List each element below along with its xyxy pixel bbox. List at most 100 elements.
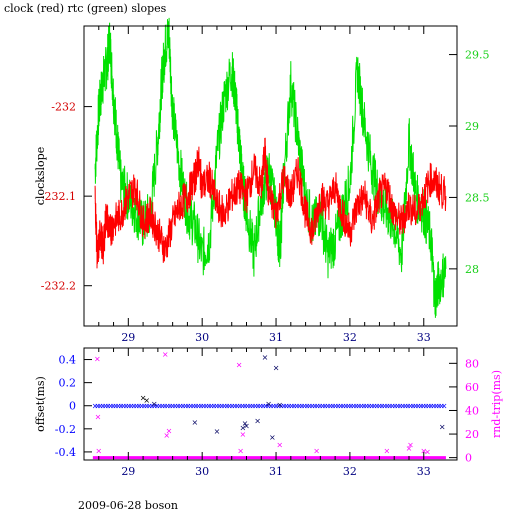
offset-dense-mark: × <box>433 402 440 411</box>
offset-dense-mark: × <box>159 402 166 411</box>
offset-dense-mark: × <box>268 402 275 411</box>
offset-dense-mark: × <box>205 402 212 411</box>
offset-dense-mark: × <box>94 402 101 411</box>
offset-dense-mark: × <box>340 402 347 411</box>
rndtrip-tick-label: 60 <box>465 381 479 394</box>
rndtrip-point: × <box>406 444 413 453</box>
offset-dense-mark: × <box>296 402 303 411</box>
offset-dense-mark: × <box>332 402 339 411</box>
x-tick-label: 31 <box>269 331 283 344</box>
offset-dense-mark: × <box>208 402 215 411</box>
offset-dense-mark: × <box>394 402 401 411</box>
offset-dense-mark: × <box>327 402 334 411</box>
offset-dense-mark: × <box>441 402 448 411</box>
offset-dense-mark: × <box>348 402 355 411</box>
offset-dense-mark: × <box>436 402 443 411</box>
rtc-slope-line <box>94 17 447 318</box>
clock-slope-line <box>94 137 447 269</box>
x-tick-label: 30 <box>195 331 209 344</box>
offset-dense-mark: × <box>353 402 360 411</box>
offset-dense-mark: × <box>249 402 256 411</box>
rndtrip-point: × <box>313 447 320 456</box>
offset-dense-mark: × <box>283 402 290 411</box>
offset-dense-mark: × <box>193 402 200 411</box>
offset-dense-mark: × <box>110 402 117 411</box>
offset-dense-mark: × <box>330 402 337 411</box>
bottom-plot-frame <box>83 347 458 461</box>
x-tick-label: 33 <box>417 465 431 478</box>
footer-label: 2009-06-28 boson <box>78 499 178 512</box>
offset-point: × <box>439 423 446 432</box>
offset-dense-mark: × <box>384 402 391 411</box>
offset-dense-mark: × <box>107 402 114 411</box>
offset-point: × <box>269 433 276 442</box>
offset-dense-mark: × <box>236 402 243 411</box>
offset-axis-title: offset(ms) <box>34 376 47 432</box>
offset-dense-mark: × <box>368 402 375 411</box>
rndtrip-point: × <box>383 447 390 456</box>
offset-dense-mark: × <box>376 402 383 411</box>
offset-dense-mark: × <box>402 402 409 411</box>
offset-dense-mark: × <box>371 402 378 411</box>
offset-dense-mark: × <box>115 402 122 411</box>
offset-dense-mark: × <box>405 402 412 411</box>
rndtrip-point: × <box>236 361 243 370</box>
offset-dense-mark: × <box>273 402 280 411</box>
offset-dense-mark: × <box>164 402 171 411</box>
offset-dense-mark: × <box>229 402 236 411</box>
offset-tick-label: -0.2 <box>55 423 76 436</box>
clockslope-tick-label: -232.1 <box>41 190 76 203</box>
rndtrip-point: × <box>95 412 102 421</box>
offset-dense-mark: × <box>299 402 306 411</box>
offset-dense-mark: × <box>231 402 238 411</box>
offset-dense-mark: × <box>156 402 163 411</box>
offset-point: × <box>151 399 158 408</box>
offset-dense-mark: × <box>407 402 414 411</box>
offset-dense-mark: × <box>99 402 106 411</box>
x-tick-label: 31 <box>269 465 283 478</box>
offset-dense-mark: × <box>311 402 318 411</box>
offset-point: × <box>273 364 280 373</box>
offset-dense-mark: × <box>97 402 104 411</box>
offset-tick-label: 0.2 <box>59 377 77 390</box>
offset-dense-mark: × <box>234 402 241 411</box>
x-tick-label: 32 <box>343 465 357 478</box>
offset-dense-mark: × <box>242 402 249 411</box>
offset-dense-mark: × <box>149 402 156 411</box>
rndtrip-point: × <box>237 447 244 456</box>
offset-point: × <box>262 353 269 362</box>
x-tick-label: 29 <box>121 465 135 478</box>
rndtrip-point: × <box>95 447 102 456</box>
offset-dense-mark: × <box>151 402 158 411</box>
offset-dense-mark: × <box>410 402 417 411</box>
offset-dense-mark: × <box>392 402 399 411</box>
offset-dense-mark: × <box>358 402 365 411</box>
offset-dense-mark: × <box>361 402 368 411</box>
offset-dense-mark: × <box>389 402 396 411</box>
axis-ticks <box>84 26 457 460</box>
offset-dense-mark: × <box>430 402 437 411</box>
offset-dense-mark: × <box>366 402 373 411</box>
offset-point: × <box>242 419 249 428</box>
offset-dense-mark: × <box>306 402 313 411</box>
offset-dense-mark: × <box>379 402 386 411</box>
offset-dense-mark: × <box>319 402 326 411</box>
offset-dense-mark: × <box>239 402 246 411</box>
offset-dense-mark: × <box>136 402 143 411</box>
offset-dense-mark: × <box>304 402 311 411</box>
offset-dense-mark: × <box>301 402 308 411</box>
rndtrip-point: × <box>276 441 283 450</box>
offset-point: × <box>143 396 150 405</box>
offset-dense-mark: × <box>265 402 272 411</box>
x-tick-label: 29 <box>121 331 135 344</box>
clockslope-tick-label: -232.2 <box>41 280 76 293</box>
offset-dense-mark: × <box>412 402 419 411</box>
offset-point: × <box>191 418 198 427</box>
axis-labels: 29 30 31 32 33 29 30 31 32 33 -232 -232.1 -232.2 29.5… <box>34 49 503 478</box>
rndtrip-baseline <box>92 456 446 460</box>
rtc-tick-label: 29 <box>465 120 479 133</box>
offset-dense-mark: × <box>105 402 112 411</box>
rtc-tick-label: 28.5 <box>465 191 490 204</box>
offset-dense-mark: × <box>417 402 424 411</box>
offset-point: × <box>265 399 272 408</box>
